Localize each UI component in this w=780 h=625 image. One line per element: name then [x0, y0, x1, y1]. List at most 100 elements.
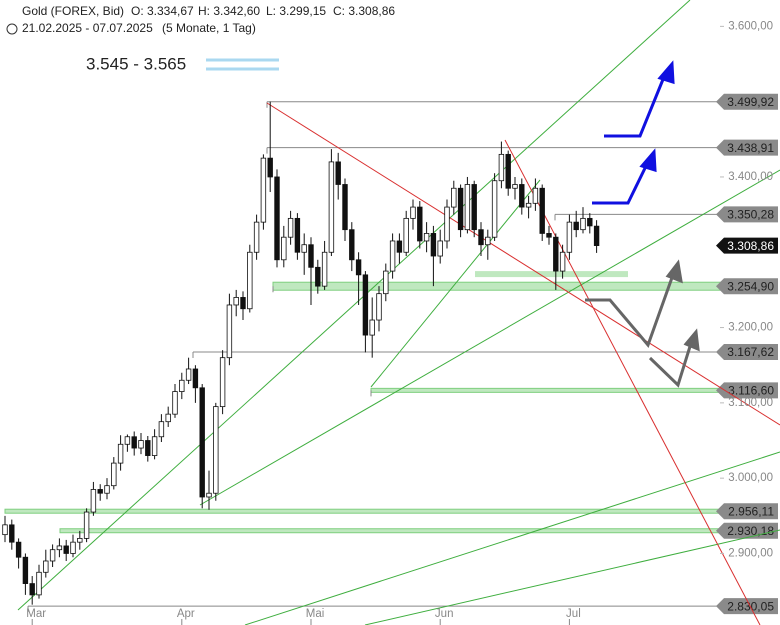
level-box — [716, 206, 778, 223]
candle-body — [2, 524, 8, 536]
candle-body — [451, 187, 457, 208]
level-label: 3.499,92 — [727, 95, 774, 109]
candle-body — [349, 229, 355, 261]
y-tick-label: 3.200,00 — [728, 322, 773, 334]
candle-body — [566, 221, 573, 253]
candle-body — [396, 240, 403, 253]
candle-body — [321, 251, 328, 287]
level-box — [716, 93, 778, 110]
candle-body — [587, 217, 593, 227]
candle-body — [417, 206, 423, 242]
candle-body — [335, 161, 341, 185]
candle-body — [22, 556, 29, 584]
level-box — [716, 139, 778, 156]
level-label: 2.830,05 — [727, 599, 774, 613]
candle-body — [383, 270, 389, 295]
candle-body — [342, 184, 348, 231]
clock-icon — [6, 23, 18, 35]
candle-body — [97, 489, 103, 494]
close-text: C: 3.308,86 — [333, 4, 395, 18]
zone-band — [475, 271, 628, 278]
candle-body — [131, 436, 137, 449]
candle-body — [593, 225, 600, 246]
support-zone — [59, 528, 721, 534]
candle-body — [165, 413, 171, 423]
arrows — [585, 60, 700, 388]
y-tick-label: 3.400,00 — [728, 171, 773, 183]
x-tick-label: Mai — [306, 608, 325, 620]
candle-body — [410, 206, 416, 219]
candle-body — [219, 357, 226, 408]
x-tick-label: Jun — [435, 608, 454, 620]
candle-body — [233, 297, 239, 306]
candle-body — [376, 293, 382, 321]
x-tick-label: Apr — [177, 608, 195, 620]
level-label: 3.438,91 — [727, 141, 774, 155]
candle-body — [15, 541, 22, 558]
candle-body — [267, 157, 273, 178]
candle-body — [423, 233, 430, 242]
candle-body — [355, 259, 362, 276]
candle-body — [281, 236, 287, 261]
last-price-label: 3.308,86 — [727, 239, 774, 253]
candle-body — [505, 153, 511, 189]
candle-body — [192, 368, 199, 389]
candle-body — [274, 176, 280, 261]
candle-body — [287, 217, 294, 238]
candle-body — [172, 391, 178, 415]
candle-body — [519, 184, 525, 208]
candle-body — [437, 240, 443, 257]
level-box — [716, 522, 778, 539]
level-label: 2.930,18 — [727, 524, 774, 538]
candle-body — [294, 217, 301, 253]
candle-body — [240, 297, 246, 310]
candle-body — [29, 583, 35, 596]
title: Gold (FOREX, Bid) — [22, 4, 124, 18]
candle-body — [457, 187, 464, 231]
support-zone — [4, 508, 721, 514]
candle-body — [430, 233, 437, 257]
low-text: L: 3.299,15 — [266, 4, 326, 18]
candle-body — [56, 545, 63, 551]
candle-body — [158, 421, 165, 438]
candle-body — [138, 440, 144, 449]
candle-body — [485, 236, 491, 246]
level-label: 3.116,60 — [728, 384, 774, 398]
level-label: 3.167,62 — [727, 345, 774, 359]
levels: 3.499,92 3.438,91 3.350,28 3.254,90 3.167,62… — [4, 93, 778, 615]
x-tick-label: Mar — [26, 608, 46, 620]
support-zone — [272, 281, 721, 291]
candle-body — [369, 319, 375, 336]
candle-body — [9, 524, 15, 543]
y-tick-label: 3.100,00 — [728, 397, 773, 409]
candle-body — [444, 206, 450, 242]
candle-body — [36, 571, 42, 596]
candle-body — [83, 511, 90, 539]
candle-body — [559, 251, 566, 272]
candle-body — [49, 549, 56, 562]
candle-body — [464, 184, 471, 231]
level-label: 3.254,90 — [727, 279, 774, 293]
candle-body — [403, 217, 409, 253]
candle-body — [124, 436, 131, 445]
level-label: 2.956,11 — [728, 504, 774, 518]
candle-body — [573, 221, 579, 231]
open-text: O: 3.334,67 — [131, 4, 194, 18]
candle-body — [478, 229, 484, 246]
x-tick-label: Jul — [566, 608, 581, 620]
candle-body — [226, 304, 233, 359]
candle-body — [525, 202, 532, 208]
candle-body — [247, 251, 253, 310]
candle-body — [260, 157, 267, 223]
candle-body — [553, 236, 559, 272]
candle-body — [104, 485, 110, 494]
candle-body — [308, 244, 314, 268]
candle-body — [179, 379, 185, 392]
candle-body — [389, 240, 396, 272]
candle-body — [546, 233, 552, 238]
last-price-box — [716, 237, 778, 254]
candle-body — [70, 541, 76, 554]
candle-body — [491, 180, 498, 238]
level-box — [716, 278, 778, 295]
